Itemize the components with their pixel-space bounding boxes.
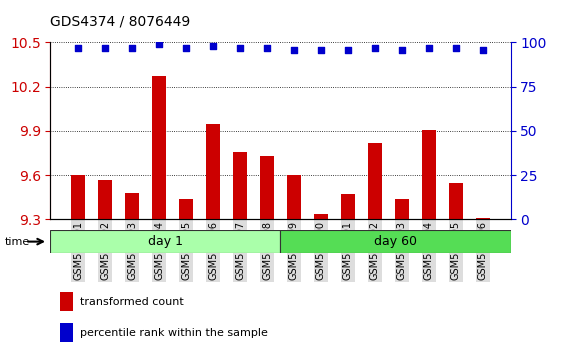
Point <box>182 45 191 51</box>
Point <box>425 45 434 51</box>
Point <box>452 45 461 51</box>
Point <box>316 47 325 52</box>
Point <box>370 45 379 51</box>
Bar <box>368 143 381 219</box>
Bar <box>395 199 408 219</box>
Bar <box>341 194 355 219</box>
Point <box>289 47 298 52</box>
Text: GDS4374 / 8076449: GDS4374 / 8076449 <box>50 14 191 28</box>
Bar <box>449 183 463 219</box>
Bar <box>153 76 166 219</box>
Bar <box>59 323 73 342</box>
Bar <box>422 130 436 219</box>
Point <box>155 41 164 47</box>
Bar <box>206 124 220 219</box>
Bar <box>287 175 301 219</box>
Point <box>479 47 488 52</box>
Bar <box>476 218 490 219</box>
Bar <box>180 199 193 219</box>
Point <box>236 45 245 51</box>
Point <box>127 45 136 51</box>
Bar <box>233 152 247 219</box>
FancyBboxPatch shape <box>280 230 511 253</box>
Text: day 1: day 1 <box>148 235 183 248</box>
Point <box>100 45 109 51</box>
Point <box>73 45 82 51</box>
Bar <box>59 292 73 311</box>
Text: day 60: day 60 <box>374 235 417 248</box>
Bar <box>98 180 112 219</box>
Text: time: time <box>5 236 30 247</box>
Bar <box>71 175 85 219</box>
Point <box>263 45 272 51</box>
Bar <box>260 156 274 219</box>
Point <box>209 43 218 49</box>
Bar <box>125 193 139 219</box>
Bar <box>314 213 328 219</box>
Text: percentile rank within the sample: percentile rank within the sample <box>80 328 268 338</box>
Point <box>397 47 406 52</box>
Point <box>343 47 352 52</box>
Text: transformed count: transformed count <box>80 297 184 307</box>
FancyBboxPatch shape <box>50 230 280 253</box>
